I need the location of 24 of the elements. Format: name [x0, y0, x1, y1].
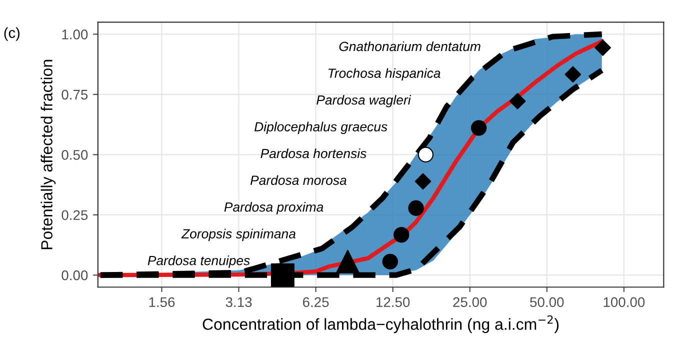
annotation: Pardosa tenuipes	[148, 256, 250, 268]
x-tick-label: 25.00	[453, 297, 487, 308]
y-tick-label: 0.00	[62, 270, 88, 280]
y-axis-title: Potentially affected fraction	[40, 60, 56, 250]
x-axis-title: Concentration of lambda−cyhalothrin (ng a.i.cm$^{−2}$)	[202, 315, 559, 334]
y-tick-label: 1.00	[62, 30, 88, 40]
x-tick-label: 6.25	[302, 297, 329, 308]
annotation: Pardosa proxima	[224, 202, 324, 214]
annotation: Trochosa hispanica	[328, 68, 440, 81]
y-tick-label: 0.25	[62, 210, 88, 220]
x-tick-label: 1.56	[149, 297, 175, 308]
y-tick-label: 0.50	[62, 150, 88, 160]
x-tick-label: 3.13	[226, 297, 252, 308]
y-tick-label: 0.75	[62, 90, 88, 100]
x-tick-label: 12.50	[376, 297, 410, 308]
annotation: Diplocephalus graecus	[254, 122, 388, 134]
annotation: Gnathonarium dentatum	[339, 41, 480, 52]
annotation: Pardosa wagleri	[316, 94, 412, 108]
annotation: Zoropsis spinimana	[181, 228, 296, 242]
x-tick-label: 100.00	[604, 297, 645, 308]
x-tick-label: 50.00	[530, 297, 564, 308]
text: (c)	[4, 27, 20, 41]
annotation: Pardosa morosa	[250, 175, 346, 185]
annotation: Pardosa hortensis	[260, 148, 366, 158]
